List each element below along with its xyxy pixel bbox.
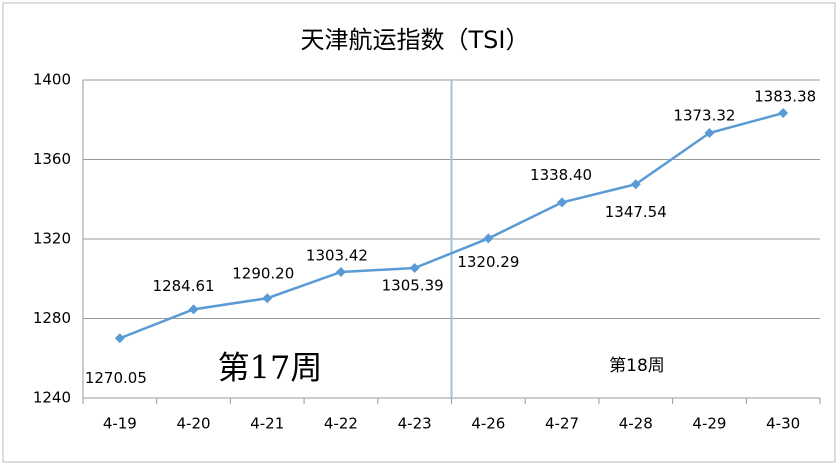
- annotation: 第18周: [609, 356, 665, 376]
- marker: [188, 304, 199, 315]
- y-tick-label: 1360: [33, 150, 71, 168]
- x-tick-label: 4-27: [545, 415, 579, 433]
- marker: [114, 333, 125, 344]
- marker: [335, 266, 346, 277]
- chart-title: 天津航运指数（TSI）: [301, 26, 530, 54]
- x-tick-label: 4-20: [177, 415, 211, 433]
- marker: [262, 293, 273, 304]
- y-tick-label: 1240: [33, 389, 71, 407]
- x-tick-label: 4-21: [250, 415, 284, 433]
- marker: [409, 263, 420, 274]
- y-tick-label: 1320: [33, 230, 71, 248]
- marker: [630, 179, 641, 190]
- marker: [778, 108, 789, 119]
- data-label: 1320.29: [457, 253, 519, 271]
- x-tick-label: 4-22: [324, 415, 358, 433]
- data-label: 1383.38: [754, 88, 816, 106]
- y-tick-label: 1400: [33, 71, 71, 89]
- line: [119, 111, 784, 340]
- data-label: 1373.32: [673, 107, 735, 125]
- y-tick-label: 1280: [33, 309, 71, 327]
- data-label: 1338.40: [530, 166, 592, 184]
- x-tick-label: 4-19: [103, 415, 137, 433]
- data-label: 1270.05: [85, 369, 147, 387]
- data-label: 1284.61: [153, 277, 215, 295]
- data-label: 1347.54: [605, 203, 667, 221]
- annotation: 第17周: [218, 349, 323, 387]
- x-tick-label: 4-23: [398, 415, 432, 433]
- chart-border: [2, 2, 836, 463]
- data-label: 1305.39: [382, 277, 444, 295]
- x-tick-label: 4-29: [692, 415, 726, 433]
- x-tick-label: 4-28: [619, 415, 653, 433]
- marker: [704, 128, 715, 139]
- marker: [557, 197, 568, 208]
- marker: [483, 233, 494, 244]
- x-tick-label: 4-26: [471, 415, 505, 433]
- x-tick-label: 4-30: [766, 415, 800, 433]
- data-label: 1303.42: [306, 246, 368, 264]
- data-label: 1290.20: [232, 265, 294, 283]
